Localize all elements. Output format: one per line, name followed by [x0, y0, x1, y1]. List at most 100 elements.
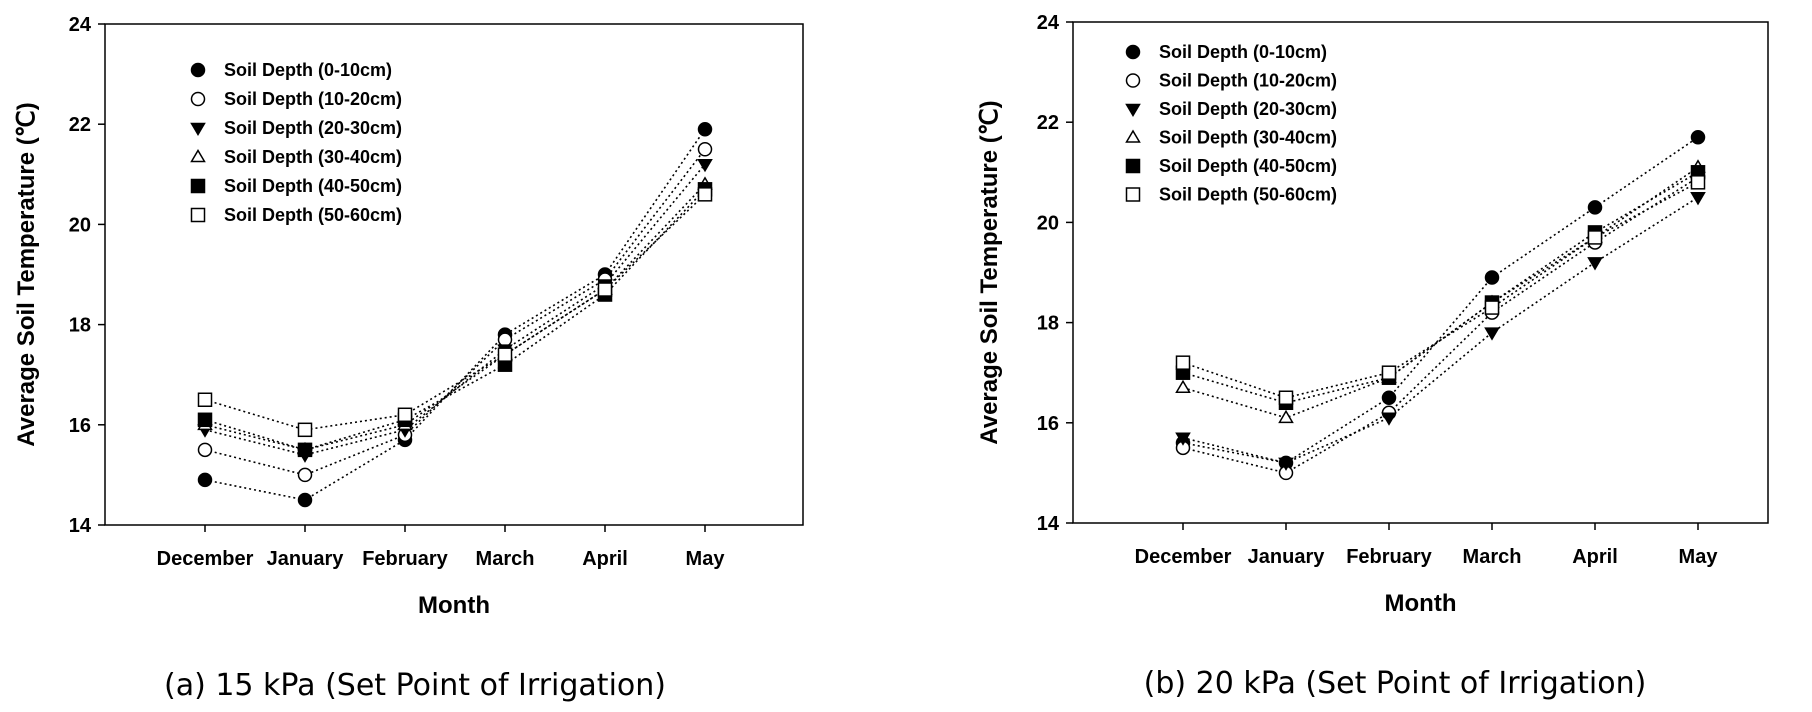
y-tick-label: 20 — [69, 214, 91, 236]
x-axis-label: Month — [418, 592, 490, 619]
x-tick-label: January — [267, 548, 345, 570]
legend-label: Soil Depth (20-30cm) — [1159, 99, 1337, 119]
data-point — [1484, 327, 1500, 341]
series-line-2 — [1182, 176, 1699, 474]
figure-caption: (a) 15 kPa (Set Point of Irrigation) — [164, 668, 666, 703]
legend-label: Soil Depth (0-10cm) — [1159, 42, 1327, 62]
y-tick-label: 24 — [69, 14, 92, 36]
data-point — [197, 472, 213, 488]
series-line-4 — [204, 183, 706, 451]
legend-marker — [1125, 129, 1141, 143]
figure-caption: (b) 20 kPa (Set Point of Irrigation) — [1144, 666, 1647, 701]
y-tick-label: 22 — [1037, 112, 1059, 134]
legend-label: Soil Depth (30-40cm) — [224, 147, 402, 167]
y-tick-label: 20 — [1037, 212, 1059, 234]
data-point — [597, 282, 613, 297]
series-line-4 — [1182, 166, 1699, 419]
data-point — [697, 187, 713, 202]
data-point — [1175, 355, 1191, 370]
x-tick-label: December — [1135, 546, 1232, 568]
data-point — [1587, 230, 1603, 245]
legend-marker — [1125, 44, 1141, 60]
legend-label: Soil Depth (10-20cm) — [1159, 71, 1337, 91]
data-point — [697, 142, 713, 157]
legend-marker — [190, 207, 206, 223]
data-point — [297, 467, 313, 483]
y-axis-label: Average Soil Temperature (℃) — [13, 102, 40, 446]
chart-panel-b: 14 16 18 20 22 24 December January February March… — [976, 12, 1769, 701]
data-point — [1484, 270, 1500, 285]
series-line-3 — [204, 163, 706, 456]
legend-label: Soil Depth (30-40cm) — [1159, 128, 1337, 148]
y-tick-label: 14 — [1037, 513, 1060, 535]
data-point — [1278, 457, 1294, 471]
data-point — [1690, 192, 1706, 206]
data-point — [1278, 409, 1294, 424]
data-point — [297, 492, 313, 508]
data-point — [397, 407, 413, 423]
series-line-1 — [1182, 136, 1699, 464]
x-tick-label: March — [476, 548, 535, 570]
x-tick-label: March — [1463, 546, 1522, 568]
legend-label: Soil Depth (40-50cm) — [1159, 156, 1337, 176]
y-tick-label: 14 — [69, 515, 92, 537]
legend-label: Soil Depth (50-60cm) — [1159, 185, 1337, 205]
data-point — [1175, 432, 1191, 446]
legend-marker — [190, 91, 206, 107]
legend-label: Soil Depth (10-20cm) — [224, 89, 402, 109]
legend-marker — [190, 178, 206, 194]
data-point — [197, 392, 213, 407]
data-point — [1690, 129, 1706, 145]
data-point — [497, 347, 513, 362]
y-axis-label: Average Soil Temperature (℃) — [976, 100, 1003, 444]
x-axis-label: Month — [1385, 590, 1457, 617]
data-point — [197, 412, 213, 428]
x-tick-label: May — [1679, 546, 1719, 568]
legend-marker — [1125, 187, 1141, 202]
series-line-6 — [204, 193, 706, 431]
data-point — [1587, 200, 1603, 215]
data-point — [297, 422, 313, 438]
y-tick-label: 18 — [1037, 313, 1059, 335]
x-tick-label: April — [582, 548, 628, 570]
y-tick-label: 22 — [69, 114, 91, 136]
data-point — [197, 442, 213, 458]
legend-marker — [1125, 103, 1141, 117]
x-tick-label: January — [1248, 546, 1326, 568]
data-point — [1175, 379, 1191, 394]
plot-frame — [1072, 21, 1769, 524]
series-line-6 — [1182, 181, 1699, 399]
series-line-1 — [204, 128, 706, 501]
data-point — [1381, 390, 1397, 405]
data-point — [697, 158, 713, 173]
legend-label: Soil Depth (40-50cm) — [224, 176, 402, 196]
data-point — [697, 121, 713, 137]
data-point — [1587, 257, 1603, 271]
legend-marker — [190, 149, 206, 163]
series-line-2 — [204, 148, 706, 476]
data-point — [297, 442, 313, 458]
x-tick-label: February — [1346, 546, 1432, 568]
x-tick-label: May — [686, 548, 726, 570]
legend-label: Soil Depth (0-10cm) — [224, 60, 392, 80]
y-tick-label: 16 — [1037, 413, 1059, 435]
series-line-5 — [1182, 171, 1699, 404]
series-line-5 — [204, 188, 706, 451]
data-point — [1381, 365, 1397, 380]
legend-marker — [1125, 158, 1141, 174]
x-tick-label: December — [157, 548, 254, 570]
plot-frame — [104, 23, 804, 526]
chart-panel-a: 14 16 18 20 22 24 December January February March… — [13, 14, 804, 703]
y-tick-label: 18 — [69, 315, 91, 337]
legend-label: Soil Depth (50-60cm) — [224, 205, 402, 225]
data-point — [1381, 412, 1397, 426]
series-line-3 — [1182, 196, 1699, 464]
legend-marker — [190, 62, 206, 78]
x-tick-label: April — [1572, 546, 1618, 568]
legend-label: Soil Depth (20-30cm) — [224, 118, 402, 138]
data-point — [1484, 300, 1500, 315]
data-point — [1690, 175, 1706, 190]
data-point — [497, 332, 513, 347]
x-tick-label: February — [362, 548, 448, 570]
